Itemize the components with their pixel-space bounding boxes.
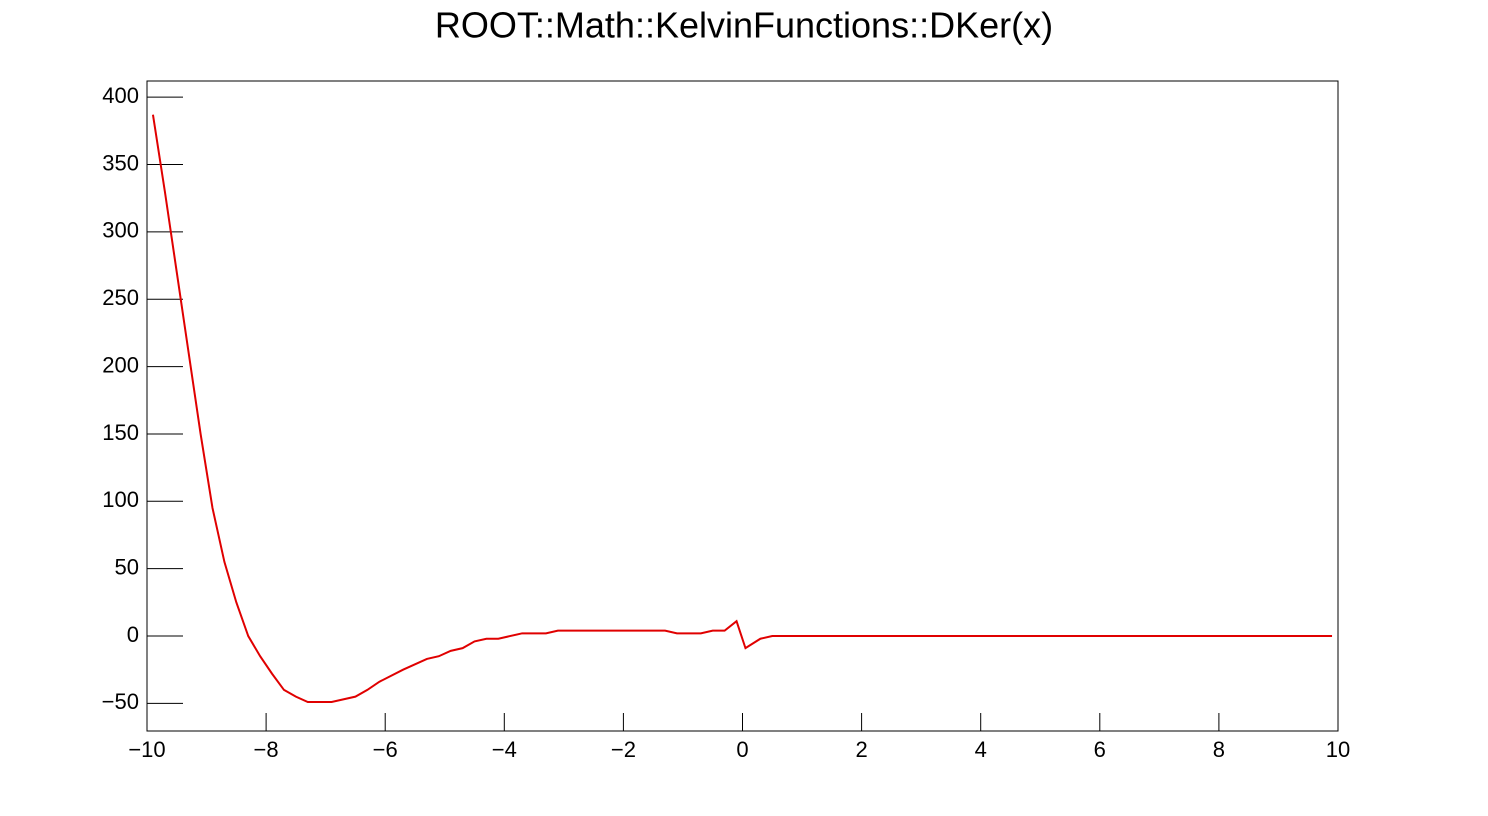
x-tick-label: −8	[254, 737, 279, 762]
y-tick-label: 400	[102, 83, 139, 108]
x-tick-label: 2	[855, 737, 867, 762]
y-tick-label: 50	[115, 554, 139, 579]
y-tick-label: 250	[102, 285, 139, 310]
y-tick-label: 0	[127, 622, 139, 647]
data-line	[151, 114, 1333, 704]
y-tick-label: 150	[102, 420, 139, 445]
x-tick-label: −10	[128, 737, 165, 762]
y-tick-label: 300	[102, 218, 139, 243]
x-tick-label: 10	[1326, 737, 1350, 762]
x-tick-label: −6	[373, 737, 398, 762]
y-tick-label: 350	[102, 150, 139, 175]
x-tick-label: 8	[1213, 737, 1225, 762]
y-tick-label: 200	[102, 352, 139, 377]
plot-frame	[146, 80, 1339, 732]
x-tick-label: 6	[1094, 737, 1106, 762]
chart-title: ROOT::Math::KelvinFunctions::DKer(x)	[435, 5, 1053, 46]
x-tick-label: 0	[736, 737, 748, 762]
y-tick-label: 100	[102, 487, 139, 512]
x-tick-label: 4	[975, 737, 987, 762]
x-tick-label: −2	[611, 737, 636, 762]
x-tick-label: −4	[492, 737, 517, 762]
y-tick-label: −50	[102, 689, 139, 714]
